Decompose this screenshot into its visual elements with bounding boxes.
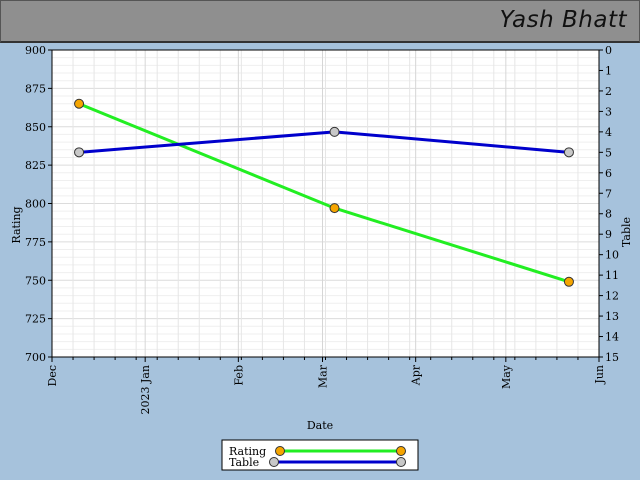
legend-marker-table (269, 457, 279, 467)
data-point-rating (329, 203, 340, 214)
x-tick-label: Apr (410, 364, 423, 386)
y2-tick-label: 15 (605, 351, 619, 364)
legend-marker-rating (275, 446, 285, 456)
y-tick-label: 900 (25, 44, 46, 57)
y2-tick-label: 11 (605, 269, 619, 282)
x-tick-label: Dec (46, 365, 59, 387)
y2-tick-label: 7 (605, 187, 612, 200)
y2-tick-label: 10 (605, 249, 619, 262)
data-point-rating (563, 276, 574, 287)
y-tick-label: 800 (25, 198, 46, 211)
y2-tick-label: 9 (605, 228, 612, 241)
data-point-table (563, 147, 574, 158)
legend-marker-table (396, 457, 406, 467)
y2-tick-label: 6 (605, 167, 612, 180)
legend-marker-rating (396, 446, 406, 456)
y2-tick-label: 14 (605, 331, 619, 344)
legend-box (221, 439, 419, 471)
x-axis-label: Date (307, 419, 333, 432)
y2-tick-label: 1 (605, 64, 612, 77)
y2-tick-label: 12 (605, 290, 619, 303)
page-title: Yash Bhatt (499, 7, 627, 33)
y-tick-label: 700 (25, 351, 46, 364)
header-bar: Yash Bhatt (0, 0, 640, 43)
y-tick-label: 875 (25, 82, 46, 95)
y-tick-label: 750 (25, 274, 46, 287)
y2-axis-label: Table (620, 217, 633, 247)
y-tick-label: 775 (25, 236, 46, 249)
y2-tick-label: 0 (605, 44, 612, 57)
x-tick-label: May (500, 364, 513, 389)
y2-tick-label: 5 (605, 146, 612, 159)
y2-tick-label: 3 (605, 105, 612, 118)
x-tick-label: 2023 Jan (139, 365, 152, 415)
y-tick-label: 825 (25, 159, 46, 172)
data-point-table (74, 147, 85, 158)
legend-label-table: Table (229, 456, 259, 469)
legend-label-rating: Rating (229, 445, 266, 458)
y-axis-label: Rating (10, 206, 23, 243)
y2-tick-label: 13 (605, 310, 619, 323)
y2-tick-label: 2 (605, 85, 612, 98)
data-point-table (329, 126, 340, 137)
y-tick-label: 850 (25, 121, 46, 134)
y-tick-label: 725 (25, 313, 46, 326)
y2-tick-label: 8 (605, 208, 612, 221)
series-group (74, 98, 574, 287)
x-tick-label: Feb (232, 365, 245, 386)
x-tick-label: Mar (316, 364, 329, 388)
x-tick-label: Jun (593, 365, 606, 385)
data-point-rating (74, 98, 85, 109)
y2-tick-label: 4 (605, 126, 612, 139)
